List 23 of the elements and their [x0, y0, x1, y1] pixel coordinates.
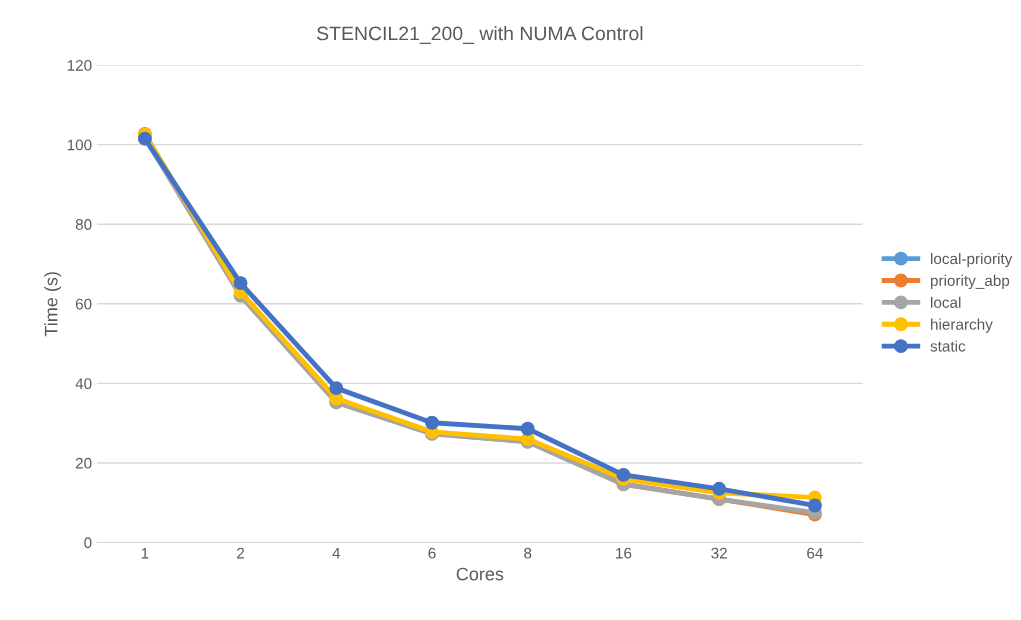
y-tick-label: 40	[75, 378, 92, 390]
x-tick-label: 4	[332, 547, 341, 559]
legend-label: local-priority	[931, 252, 1013, 268]
x-tick-label: 8	[524, 547, 532, 559]
legend-label: static	[930, 340, 966, 352]
legend-label: local	[931, 296, 961, 308]
x-axis-title: Cores	[456, 567, 504, 581]
legend-label: priority_abp	[930, 274, 1010, 290]
x-tick-label: 32	[711, 547, 727, 559]
x-tick-label: 16	[616, 547, 632, 559]
y-tick-label: 100	[67, 139, 92, 151]
y-tick-label: 60	[75, 298, 92, 310]
y-tick-label: 0	[84, 537, 92, 549]
x-tick-label: 64	[807, 547, 823, 559]
x-tick-label: 2	[237, 547, 245, 559]
y-tick-label: 80	[75, 219, 92, 230]
y-tick-label: 120	[67, 59, 92, 71]
y-axis-title: Time (s)	[44, 272, 62, 337]
x-tick-label: 1	[141, 547, 149, 559]
x-tick-label: 6	[428, 547, 436, 559]
legend-label: hierarchy	[931, 318, 993, 333]
y-tick-label: 20	[75, 457, 92, 469]
chart-title: STENCIL21_200_ with NUMA Control	[317, 26, 643, 44]
